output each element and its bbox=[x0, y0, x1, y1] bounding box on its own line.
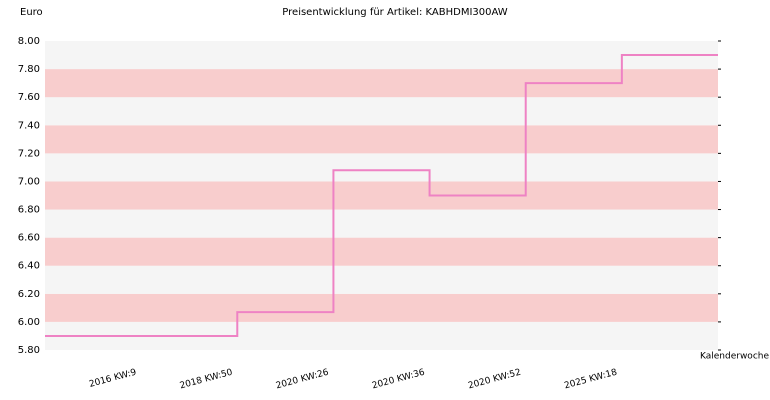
chart-title: Preisentwicklung für Artikel: KABHDMI300… bbox=[282, 7, 507, 18]
x-tick-label: 2020 KW:36 bbox=[371, 368, 426, 392]
y-tick-label: 8.00 bbox=[18, 36, 40, 47]
y-tick-label: 7.00 bbox=[18, 176, 40, 187]
y-tick-label: 6.40 bbox=[18, 261, 40, 272]
y-tick-label: 6.20 bbox=[18, 289, 40, 300]
x-tick-label: 2020 KW:52 bbox=[467, 368, 522, 392]
x-axis-label: Kalenderwoche bbox=[700, 352, 769, 362]
plot-band bbox=[45, 265, 718, 294]
plot-band bbox=[45, 293, 718, 322]
x-tick-label: 2016 KW:9 bbox=[88, 368, 138, 390]
plot-band bbox=[45, 125, 718, 154]
plot-band bbox=[45, 41, 718, 70]
x-tick-label: 2018 KW:50 bbox=[179, 368, 234, 392]
plot-band bbox=[45, 237, 718, 266]
plot-band bbox=[45, 181, 718, 210]
plot-band bbox=[45, 153, 718, 182]
y-tick-label: 7.20 bbox=[18, 148, 40, 159]
y-tick-label: 6.00 bbox=[18, 317, 40, 328]
y-tick-label: 6.80 bbox=[18, 205, 40, 216]
plot-band bbox=[45, 209, 718, 238]
x-tick-label: 2020 KW:26 bbox=[275, 368, 330, 392]
x-tick-label: 2025 KW:18 bbox=[563, 368, 618, 392]
plot-band bbox=[45, 97, 718, 126]
y-axis-label: Euro bbox=[20, 7, 43, 18]
price-line bbox=[45, 54, 718, 337]
y-tick-label: 5.80 bbox=[18, 345, 40, 356]
y-tick-label: 7.80 bbox=[18, 64, 40, 75]
y-tick-label: 7.60 bbox=[18, 92, 40, 103]
y-tick-label: 6.60 bbox=[18, 233, 40, 244]
y-tick-label: 7.40 bbox=[18, 120, 40, 131]
